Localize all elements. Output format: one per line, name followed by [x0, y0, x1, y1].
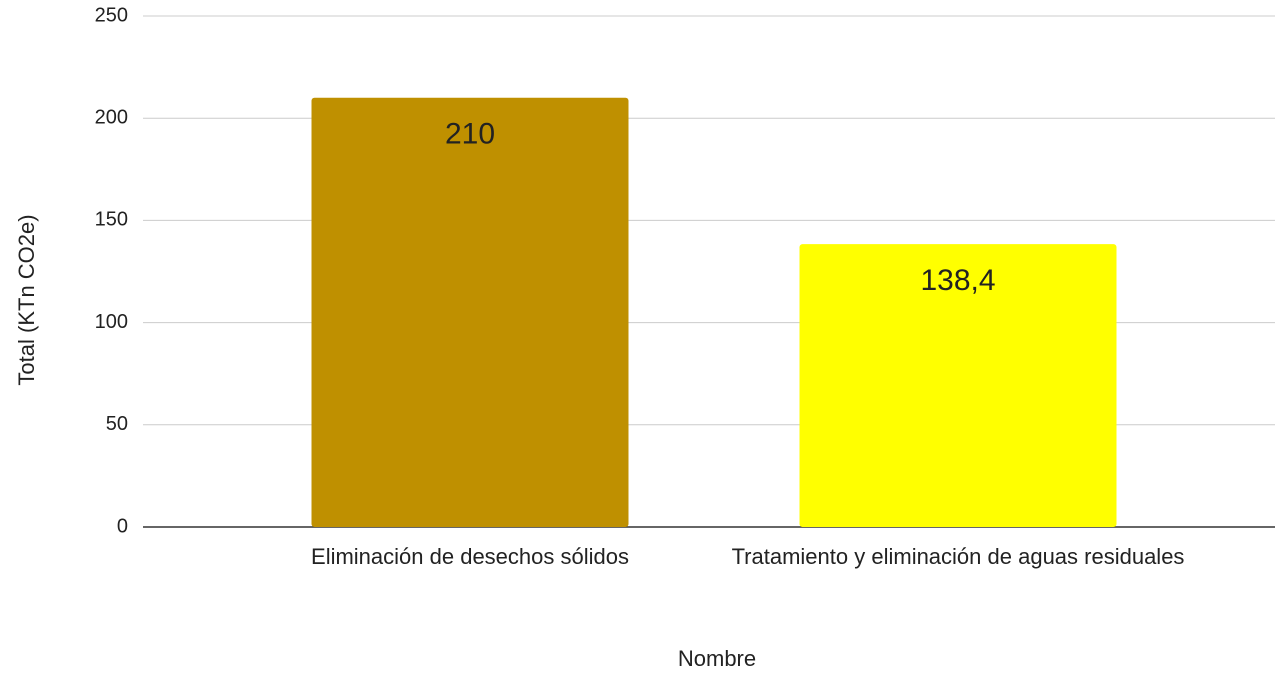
y-tick-label: 50: [106, 413, 128, 435]
bar: [311, 97, 629, 527]
y-tick-label: 150: [95, 209, 128, 231]
x-tick-label: Eliminación de desechos sólidos: [311, 544, 629, 569]
x-axis-title: Nombre: [678, 646, 756, 671]
x-tick-label: Tratamiento y eliminación de aguas resid…: [731, 544, 1185, 569]
bar: [799, 244, 1117, 527]
x-tick-label-box: Tratamiento y eliminación de aguas resid…: [731, 544, 1185, 569]
y-tick-label: 250: [95, 4, 128, 26]
y-tick-label: 0: [117, 515, 128, 537]
y-tick-label: 100: [95, 311, 128, 333]
data-label: 138,4: [920, 264, 995, 297]
y-axis-title: Total (KTn CO2e): [14, 214, 39, 385]
y-tick-label: 200: [95, 106, 128, 128]
data-label: 210: [445, 118, 495, 151]
x-tick-label-box: Eliminación de desechos sólidos: [311, 544, 629, 569]
